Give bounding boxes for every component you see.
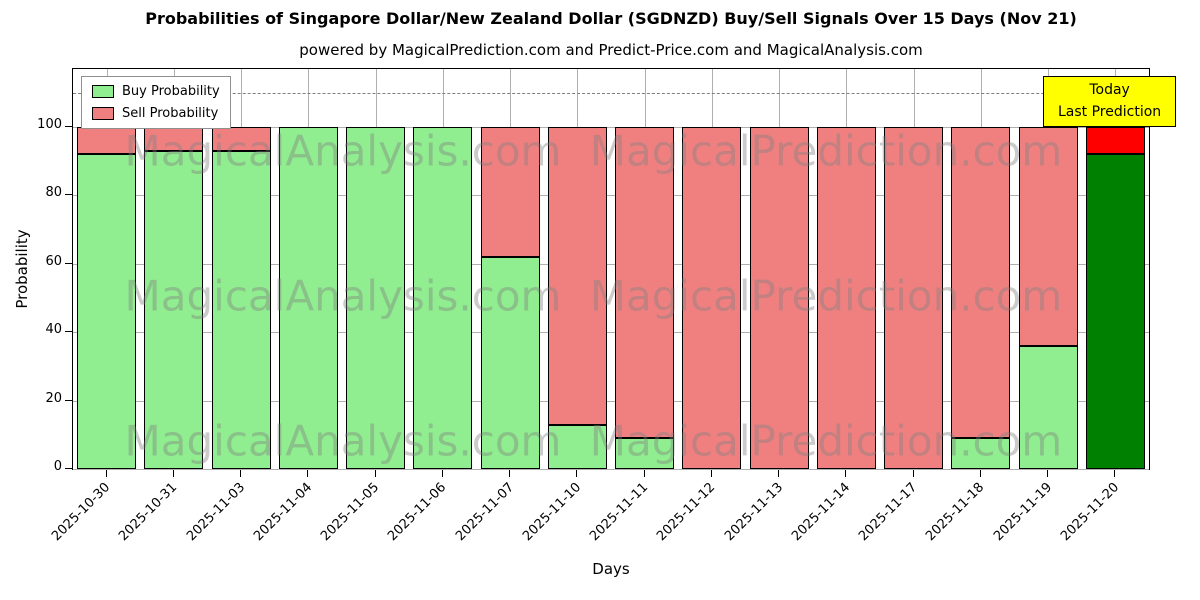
x-tick-label: 2025-11-05 [318, 480, 383, 545]
today-annotation-line1: Today [1089, 82, 1130, 98]
sell-legend-swatch [92, 107, 114, 120]
x-tick-mark [172, 470, 174, 477]
x-tick-mark [1114, 470, 1116, 477]
y-tick-mark [65, 399, 72, 401]
buy-bar-segment [615, 438, 675, 469]
x-tick-label: 2025-11-20 [1057, 480, 1122, 545]
gridline-y [73, 469, 1149, 470]
y-tick-mark [65, 331, 72, 333]
x-tick-label: 2025-11-12 [654, 480, 719, 545]
y-tick-label: 20 [45, 390, 62, 406]
plot-area: Buy Probability Sell Probability Magical… [72, 68, 1150, 470]
x-tick-mark [710, 470, 712, 477]
x-tick-label: 2025-11-03 [183, 480, 248, 545]
watermark-text: MagicalPrediction.com [589, 416, 1063, 466]
sell-bar-segment [1018, 127, 1078, 346]
gridline-y [73, 400, 1149, 402]
x-tick-mark [105, 470, 107, 477]
x-tick-mark [845, 470, 847, 477]
x-tick-label: 2025-11-13 [721, 480, 786, 545]
buy-bar-segment [144, 151, 204, 469]
sell-bar-segment [547, 127, 607, 425]
x-tick-label: 2025-11-10 [519, 480, 584, 545]
buy-legend-label: Buy Probability [122, 84, 220, 99]
today-annotation: Today Last Prediction [1043, 76, 1177, 128]
buy-bar-segment [77, 154, 137, 469]
dashed-threshold-line [73, 92, 1149, 94]
buy-legend-swatch [92, 85, 114, 98]
x-tick-mark [979, 470, 981, 477]
watermark-text: MagicalAnalysis.com [124, 126, 562, 176]
y-tick-mark [65, 126, 72, 128]
y-axis-label: Probability [13, 229, 31, 309]
gridline-y [73, 263, 1149, 265]
sell-bar-segment [615, 127, 675, 439]
x-tick-label: 2025-11-11 [587, 480, 652, 545]
buy-bar-segment [211, 151, 271, 469]
x-tick-label: 2025-11-19 [990, 480, 1055, 545]
x-axis-label: Days [592, 560, 630, 578]
sell-bar-segment [682, 127, 742, 469]
sell-bar-segment [816, 127, 876, 469]
legend-entry-buy: Buy Probability [92, 84, 220, 99]
x-tick-mark [1047, 470, 1049, 477]
x-tick-mark [576, 470, 578, 477]
y-tick-label: 0 [53, 459, 62, 474]
x-tick-mark [240, 470, 242, 477]
y-tick-label: 80 [45, 185, 62, 201]
buy-bar-segment [951, 438, 1011, 469]
x-tick-label: 2025-10-31 [116, 480, 181, 545]
y-tick-mark [65, 194, 72, 196]
x-tick-mark [307, 470, 309, 477]
buy-bar-segment [413, 127, 473, 469]
sell-bar-segment [77, 127, 137, 155]
sell-legend-label: Sell Probability [122, 106, 219, 121]
gridline-y [73, 127, 1149, 129]
x-tick-label: 2025-11-17 [856, 480, 921, 545]
buy-bar-segment [480, 257, 540, 469]
x-tick-mark [441, 470, 443, 477]
y-tick-mark [65, 468, 72, 469]
x-tick-mark [778, 470, 780, 477]
x-tick-mark [643, 470, 645, 477]
gridline-y [73, 195, 1149, 197]
x-tick-label: 2025-10-30 [49, 480, 114, 545]
buy-bar-segment [547, 424, 607, 469]
x-tick-label: 2025-11-18 [923, 480, 988, 545]
buy-bar-segment [1018, 345, 1078, 469]
chart-subtitle: powered by MagicalPrediction.com and Pre… [299, 41, 923, 59]
y-tick-label: 100 [37, 117, 62, 133]
x-tick-label: 2025-11-07 [452, 480, 517, 545]
legend-entry-sell: Sell Probability [92, 106, 220, 121]
buy-bar-segment [346, 127, 406, 469]
x-tick-label: 2025-11-04 [250, 480, 315, 545]
chart-title: Probabilities of Singapore Dollar/New Ze… [145, 9, 1077, 28]
y-tick-mark [65, 262, 72, 264]
legend: Buy Probability Sell Probability [81, 76, 231, 129]
sell-bar-segment [749, 127, 809, 469]
sell-bar-segment [480, 127, 540, 258]
sell-bar-segment [884, 127, 944, 469]
sell-bar-segment [211, 127, 271, 152]
today-sell-bar-segment [1085, 127, 1145, 155]
watermark-text: MagicalPrediction.com [589, 126, 1063, 176]
watermark-text: MagicalPrediction.com [589, 271, 1063, 321]
x-tick-label: 2025-11-14 [788, 480, 853, 545]
x-tick-mark [374, 470, 376, 477]
gridline-y [73, 332, 1149, 334]
x-tick-mark [912, 470, 914, 477]
today-buy-bar-segment [1085, 154, 1145, 469]
x-tick-mark [509, 470, 511, 477]
watermark-text: MagicalAnalysis.com [124, 416, 562, 466]
x-tick-label: 2025-11-06 [385, 480, 450, 545]
buy-bar-segment [278, 127, 338, 469]
sell-bar-segment [951, 127, 1011, 439]
y-tick-label: 40 [45, 322, 62, 338]
today-annotation-line2: Last Prediction [1058, 103, 1162, 120]
y-tick-label: 60 [45, 253, 62, 269]
watermark-text: MagicalAnalysis.com [124, 271, 562, 321]
